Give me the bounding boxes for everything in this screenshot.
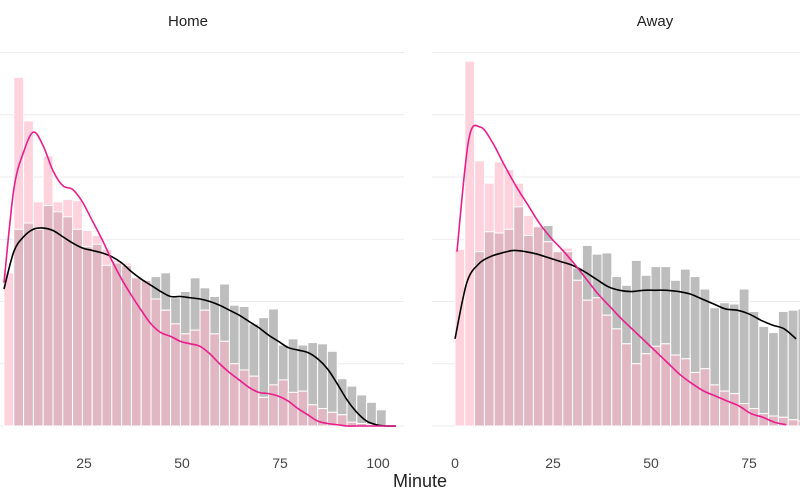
- histogram-bar: [13, 228, 25, 427]
- x-tick-label: 50: [174, 455, 190, 471]
- histogram-bar: [23, 222, 34, 427]
- x-tick-label: 100: [366, 455, 390, 471]
- histogram-bar: [474, 251, 485, 427]
- x-tick-label: 0: [451, 455, 459, 471]
- histogram-bar: [523, 234, 534, 427]
- histogram-bar: [748, 408, 760, 427]
- histogram-bar: [719, 390, 730, 427]
- histogram-bar: [32, 228, 44, 427]
- x-axis-ticks: 0 25 50 75: [451, 455, 757, 471]
- x-tick-label: 25: [545, 455, 561, 471]
- histogram-overlap: [474, 206, 800, 427]
- panel-home: Home 25 50 75 100: [0, 13, 404, 471]
- histogram-bar: [454, 248, 466, 427]
- histogram-bar: [81, 246, 93, 427]
- histogram-bar: [219, 340, 230, 427]
- histogram-bar: [532, 226, 544, 427]
- histogram-bar: [630, 363, 642, 427]
- plot-layers: [454, 60, 800, 427]
- density-curve-second: [3, 131, 396, 427]
- histogram-bar: [758, 325, 770, 427]
- histogram-bar: [91, 243, 103, 427]
- histogram-bar: [72, 228, 83, 427]
- histogram-bar: [513, 206, 525, 427]
- histogram-bar: [179, 333, 191, 427]
- density-curve-first: [3, 227, 397, 427]
- histogram-bar: [287, 391, 299, 427]
- histogram-bar: [277, 379, 289, 427]
- histogram-bar: [552, 251, 564, 427]
- facet-title-home: Home: [168, 13, 208, 30]
- histogram-bar: [209, 333, 221, 427]
- facet-title-away: Away: [637, 13, 674, 30]
- histogram-bar: [248, 375, 260, 427]
- histogram-bar: [572, 279, 583, 427]
- histogram-bar: [101, 264, 113, 427]
- histogram-bar: [3, 272, 15, 427]
- histogram-bar: [581, 299, 593, 427]
- histogram-bar: [679, 358, 691, 427]
- histogram-bar: [591, 297, 603, 427]
- histogram-bar: [797, 420, 800, 427]
- histogram-bar: [699, 368, 711, 427]
- histogram-bar: [709, 384, 721, 427]
- plot-layers: [3, 76, 397, 427]
- histogram-bar: [621, 343, 632, 427]
- density-curve-first: [454, 249, 797, 340]
- histogram-bar: [62, 216, 74, 427]
- histogram-bar: [650, 345, 662, 427]
- histogram-bar: [258, 396, 270, 427]
- histogram-bar: [199, 309, 211, 427]
- histogram-bar: [483, 231, 495, 427]
- histogram-bar: [601, 314, 613, 427]
- histogram-bar: [121, 264, 132, 427]
- histogram-bar: [140, 279, 152, 427]
- panel-away: Away 0 25 50 75: [432, 13, 800, 471]
- histogram-bar: [787, 309, 799, 427]
- histogram-bar: [640, 353, 652, 427]
- histogram-bar: [42, 205, 54, 427]
- density-curve-second: [456, 124, 787, 426]
- x-tick-label: 75: [272, 455, 288, 471]
- x-tick-label: 75: [741, 455, 757, 471]
- histogram-bar: [52, 211, 64, 427]
- x-tick-label: 25: [76, 455, 92, 471]
- histogram-bar: [464, 60, 476, 427]
- x-tick-label: 50: [643, 455, 659, 471]
- histogram-bar: [542, 241, 554, 427]
- x-axis-title: Minute: [393, 471, 447, 491]
- histogram-bar: [728, 393, 740, 427]
- histogram-bar: [660, 343, 672, 427]
- histogram-bar: [297, 390, 309, 427]
- histogram-bar: [111, 262, 123, 427]
- histogram-bar: [670, 354, 681, 427]
- histogram-bar: [611, 328, 623, 427]
- histogram-bar: [562, 251, 574, 427]
- histogram-bar: [787, 419, 799, 427]
- histogram-bar: [268, 384, 279, 427]
- x-axis-ticks: 25 50 75 100: [76, 455, 390, 471]
- histogram-bar: [689, 371, 701, 427]
- histogram-bar: [356, 394, 368, 427]
- histogram-bar: [768, 332, 779, 427]
- histogram-bar: [375, 409, 387, 427]
- histogram-bar: [150, 298, 162, 427]
- histogram-bar: [160, 309, 172, 427]
- histogram-bar: [503, 228, 515, 427]
- histogram-bar: [493, 232, 505, 427]
- histogram-bar: [238, 369, 250, 427]
- histogram-bar: [797, 308, 800, 427]
- histogram-bar: [130, 277, 142, 427]
- histogram-overlap: [13, 205, 377, 427]
